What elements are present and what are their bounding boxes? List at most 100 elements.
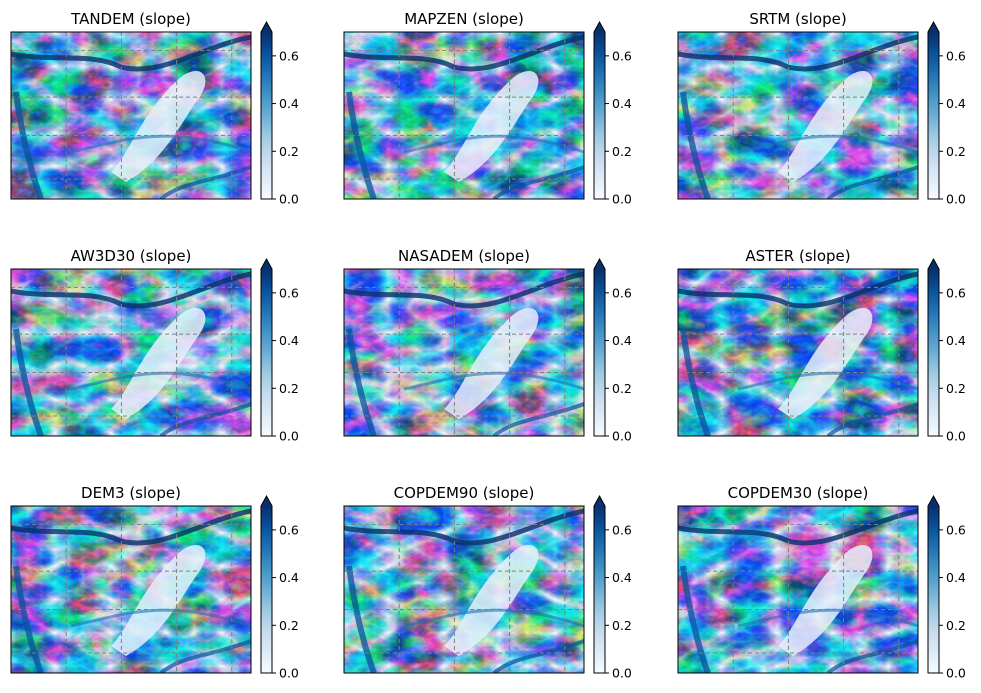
subplot-title: COPDEM30 (slope) [728, 484, 869, 502]
slope-raster [11, 506, 251, 673]
colorbar-tick-label: 0.4 [946, 333, 966, 348]
colorbar-tick-label: 0.2 [612, 381, 632, 396]
subplot-title: COPDEM90 (slope) [394, 484, 535, 502]
axes-frame [677, 268, 919, 437]
colorbar-tick-label: 0.0 [279, 429, 299, 444]
colorbar-tick-label: 0.0 [612, 666, 632, 681]
colorbar-gradient [594, 506, 605, 673]
axes-frame [10, 268, 252, 437]
colorbar-tick-label: 0.6 [612, 285, 632, 300]
colorbar-tick-label: 0.6 [612, 48, 632, 63]
ridge-line [159, 402, 251, 436]
subplot-copdem30: COPDEM30 (slope) 0.0 0.2 0.4 0.6 [677, 484, 966, 681]
subplot-aw3d30: AW3D30 (slope) 0.0 0.2 0.4 0.6 [10, 247, 299, 444]
colorbar-extend-arrow [261, 22, 272, 32]
axes-frame [343, 268, 585, 437]
colorbar: 0.0 0.2 0.4 0.6 [593, 257, 632, 444]
ridge-line [159, 165, 251, 199]
slope-raster [344, 32, 584, 199]
colorbar-outline [593, 257, 606, 437]
ridge-line [346, 565, 377, 673]
colorbar-tick-label: 0.2 [612, 144, 632, 159]
colorbar-gradient [594, 269, 605, 436]
ridge-line [492, 402, 584, 436]
ridge-line [492, 165, 584, 199]
subplot-title: NASADEM (slope) [398, 247, 530, 265]
glacier-flat-area [778, 71, 873, 182]
subplot-mapzen: MAPZEN (slope) 0.0 0.2 0.4 0.6 [343, 10, 632, 207]
glacier-flat-area [111, 308, 206, 419]
colorbar-extend-arrow [594, 259, 605, 269]
glacier-flat-area [444, 71, 539, 182]
subplot-title: TANDEM (slope) [70, 10, 191, 28]
colorbar-tick-label: 0.0 [612, 192, 632, 207]
colorbar-extend-arrow [928, 259, 939, 269]
ridge-line [13, 328, 44, 436]
slope-raster [678, 32, 918, 199]
colorbar-extend-arrow [928, 496, 939, 506]
subplot-srtm: SRTM (slope) 0.0 0.2 0.4 0.6 [677, 10, 966, 207]
colorbar-tick-label: 0.6 [946, 285, 966, 300]
colorbar-tick-label: 0.4 [279, 96, 299, 111]
ridge-line [70, 608, 251, 628]
ridge-line [826, 165, 918, 199]
ridge-line [737, 608, 918, 628]
colorbar-extend-arrow [928, 22, 939, 32]
slope-raster [678, 269, 918, 436]
colorbar: 0.0 0.2 0.4 0.6 [593, 494, 632, 681]
axes-frame [677, 31, 919, 200]
colorbar-outline [260, 257, 273, 437]
colorbar-gradient [594, 32, 605, 199]
subplot-title: MAPZEN (slope) [404, 10, 524, 28]
colorbar-tick-label: 0.6 [279, 48, 299, 63]
colorbar-tick-label: 0.6 [946, 48, 966, 63]
axes-frame [10, 31, 252, 200]
ridge-line [680, 91, 711, 199]
subplot-title: AW3D30 (slope) [71, 247, 192, 265]
axes-frame [343, 505, 585, 674]
ridge-line [737, 371, 918, 391]
ridge-line [680, 565, 711, 673]
colorbar-tick-label: 0.4 [279, 333, 299, 348]
subplot-title: SRTM (slope) [749, 10, 846, 28]
ridge-line [159, 639, 251, 673]
colorbar-gradient [261, 32, 272, 199]
ridge-line [737, 134, 918, 154]
colorbar: 0.0 0.2 0.4 0.6 [260, 494, 299, 681]
ridge-line [346, 91, 377, 199]
colorbar: 0.0 0.2 0.4 0.6 [260, 257, 299, 444]
colorbar-tick-label: 0.4 [612, 570, 632, 585]
colorbar-outline [593, 494, 606, 674]
subplot-aster: ASTER (slope) 0.0 0.2 0.4 0.6 [677, 247, 966, 444]
colorbar-extend-arrow [594, 496, 605, 506]
colorbar-tick-label: 0.4 [279, 570, 299, 585]
slope-raster [344, 269, 584, 436]
colorbar-outline [260, 20, 273, 200]
subplot-dem3: DEM3 (slope) 0.0 0.2 0.4 0.6 [10, 484, 299, 681]
colorbar-gradient [928, 506, 939, 673]
colorbar-tick-label: 0.6 [946, 522, 966, 537]
colorbar-tick-label: 0.4 [612, 333, 632, 348]
colorbar-tick-label: 0.0 [279, 192, 299, 207]
axes-frame [10, 505, 252, 674]
colorbar-extend-arrow [261, 496, 272, 506]
colorbar-extend-arrow [594, 22, 605, 32]
colorbar-gradient [261, 269, 272, 436]
colorbar-gradient [928, 32, 939, 199]
glacier-flat-area [111, 71, 206, 182]
colorbar-tick-label: 0.2 [612, 618, 632, 633]
glacier-flat-area [778, 545, 873, 656]
ridge-line [346, 328, 377, 436]
colorbar-tick-label: 0.2 [946, 144, 966, 159]
colorbar-tick-label: 0.0 [946, 429, 966, 444]
colorbar-outline [593, 20, 606, 200]
colorbar: 0.0 0.2 0.4 0.6 [260, 20, 299, 207]
colorbar: 0.0 0.2 0.4 0.6 [593, 20, 632, 207]
colorbar-tick-label: 0.0 [612, 429, 632, 444]
slope-raster [11, 269, 251, 436]
colorbar-outline [927, 20, 940, 200]
glacier-flat-area [778, 308, 873, 419]
colorbar-outline [927, 257, 940, 437]
ridge-line [403, 371, 584, 391]
